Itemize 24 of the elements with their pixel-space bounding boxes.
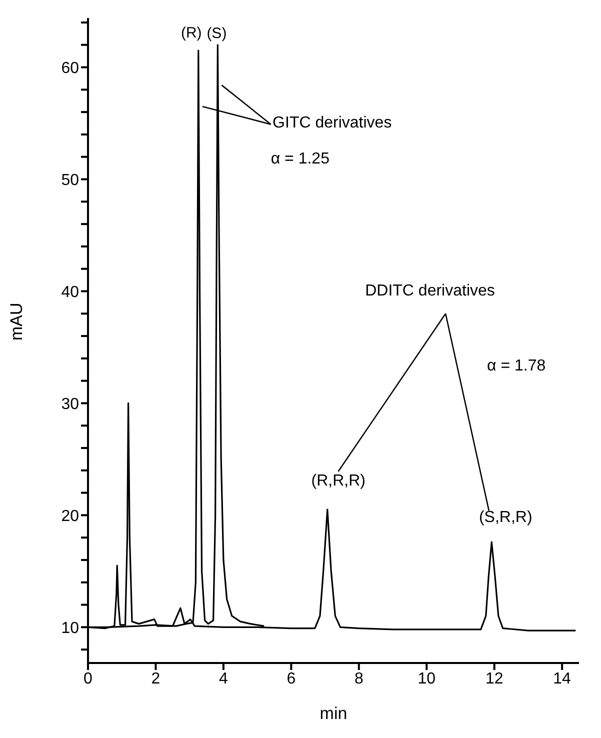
annotation: (R,R,R) [311,472,366,490]
annotation: (S) [206,24,227,42]
y-axis-title: mAU [7,302,26,340]
y-tick-label: 30 [61,396,80,413]
annotation: α = 1.25 [270,150,330,168]
x-tick-label: 2 [151,670,160,688]
x-tick-label: 0 [84,670,93,688]
annotation: GITC derivatives [272,114,392,132]
annotation: (S,R,R) [478,509,532,526]
y-tick-label: 50 [61,172,80,189]
y-tick-label: 20 [61,508,80,525]
x-axis-title: min [320,704,348,723]
x-tick-label: 10 [418,670,436,688]
x-tick-label: 14 [553,670,572,688]
annotation: α = 1.78 [487,358,546,375]
y-tick-label: 10 [61,620,80,637]
x-tick-label: 8 [354,670,364,688]
annotation: DDITC derivatives [365,282,495,300]
y-tick-label: 60 [61,60,80,77]
x-tick-label: 12 [485,670,504,688]
annotation: (R) [180,24,202,42]
y-tick-label: 40 [61,284,80,301]
x-tick-label: 4 [218,670,228,688]
x-tick-label: 6 [286,670,296,688]
